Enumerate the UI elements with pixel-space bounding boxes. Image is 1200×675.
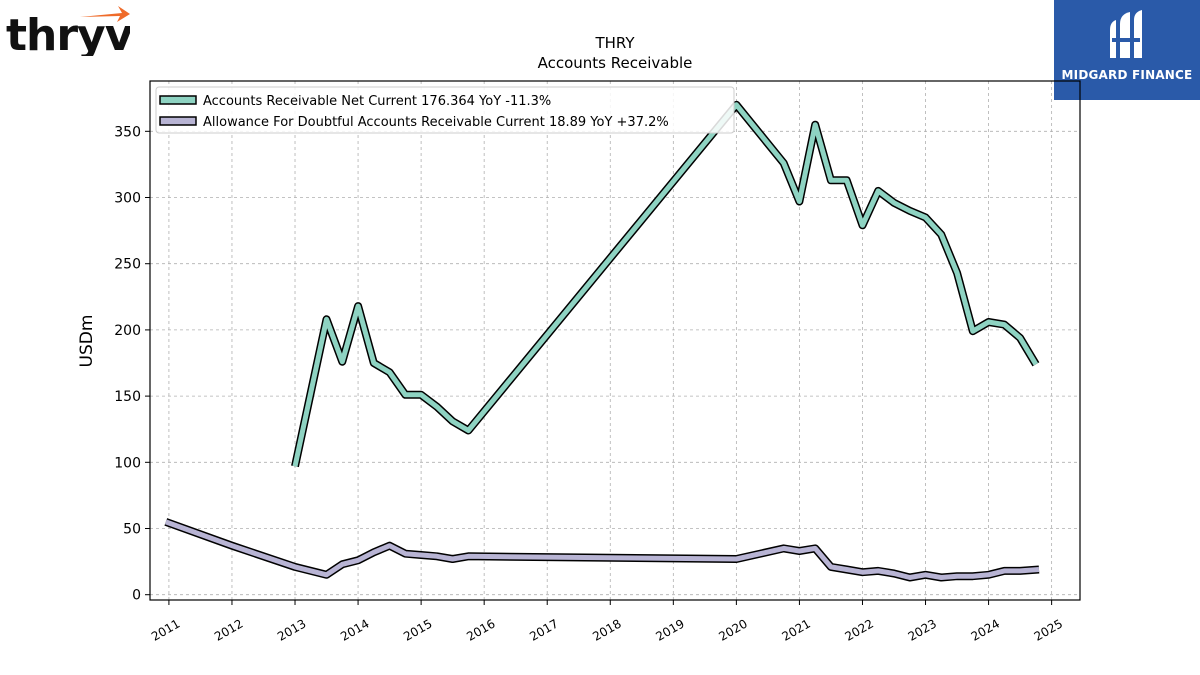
y-tick-label: 0: [132, 588, 141, 604]
thryv-logo: thryv: [6, 4, 135, 61]
x-tick-label: 2025: [1032, 616, 1065, 643]
series-layer: [164, 100, 1040, 582]
y-tick-label: 150: [114, 389, 141, 405]
x-tick-label: 2021: [779, 616, 812, 643]
logo-wordmark: thryv: [6, 10, 130, 56]
x-tick-label: 2022: [843, 616, 876, 643]
series-1-outline: [291, 100, 1040, 468]
x-tick-label: 2023: [906, 616, 939, 643]
y-tick-label: 50: [123, 522, 141, 538]
legend-swatch-2: [159, 116, 197, 126]
x-tick-label: 2017: [527, 616, 560, 643]
midgard-emblem-icon: [1110, 10, 1142, 58]
x-tick-label: 2011: [149, 616, 182, 643]
grid: [150, 81, 1080, 600]
legend-label-2: Allowance For Doubtful Accounts Receivab…: [203, 115, 669, 130]
legend-box: [155, 86, 735, 134]
y-tick-label: 350: [114, 124, 141, 140]
series-1-line: [292, 102, 1039, 467]
x-tick-label: 2012: [212, 616, 245, 643]
plot-frame: [149, 80, 1081, 601]
y-axis-label: USDm: [77, 315, 97, 368]
legend-label-1: Accounts Receivable Net Current 176.364 …: [203, 94, 551, 109]
x-tick-label: 2015: [401, 616, 434, 643]
logo-swoosh-icon: [80, 6, 130, 22]
axes: 0 50 100 150 200 250 300 350 2011 2012 2013 2014 201…: [114, 124, 1065, 644]
y-tick-label: 200: [114, 323, 141, 339]
x-tick-label: 2016: [464, 616, 497, 643]
series-2-line: [164, 519, 1040, 580]
x-tick-label: 2020: [716, 616, 749, 643]
chart-subtitle: Accounts Receivable: [538, 54, 693, 72]
x-tick-label: 2013: [275, 616, 308, 643]
y-tick-label: 300: [114, 191, 141, 207]
chart-title: THRY: [594, 34, 635, 52]
x-tick-label: 2019: [653, 616, 686, 643]
y-tick-label: 250: [114, 257, 141, 273]
x-tick-label: 2018: [590, 616, 623, 643]
x-tick-label: 2024: [969, 616, 1002, 643]
y-tick-label: 100: [114, 455, 141, 471]
midgard-finance-logo: MIDGARD FINANCE: [1054, 0, 1200, 100]
x-tick-label: 2014: [338, 616, 371, 643]
legend: Accounts Receivable Net Current 176.364 …: [155, 86, 735, 134]
legend-swatch-1: [159, 95, 197, 105]
midgard-wordmark: MIDGARD FINANCE: [1061, 68, 1193, 82]
